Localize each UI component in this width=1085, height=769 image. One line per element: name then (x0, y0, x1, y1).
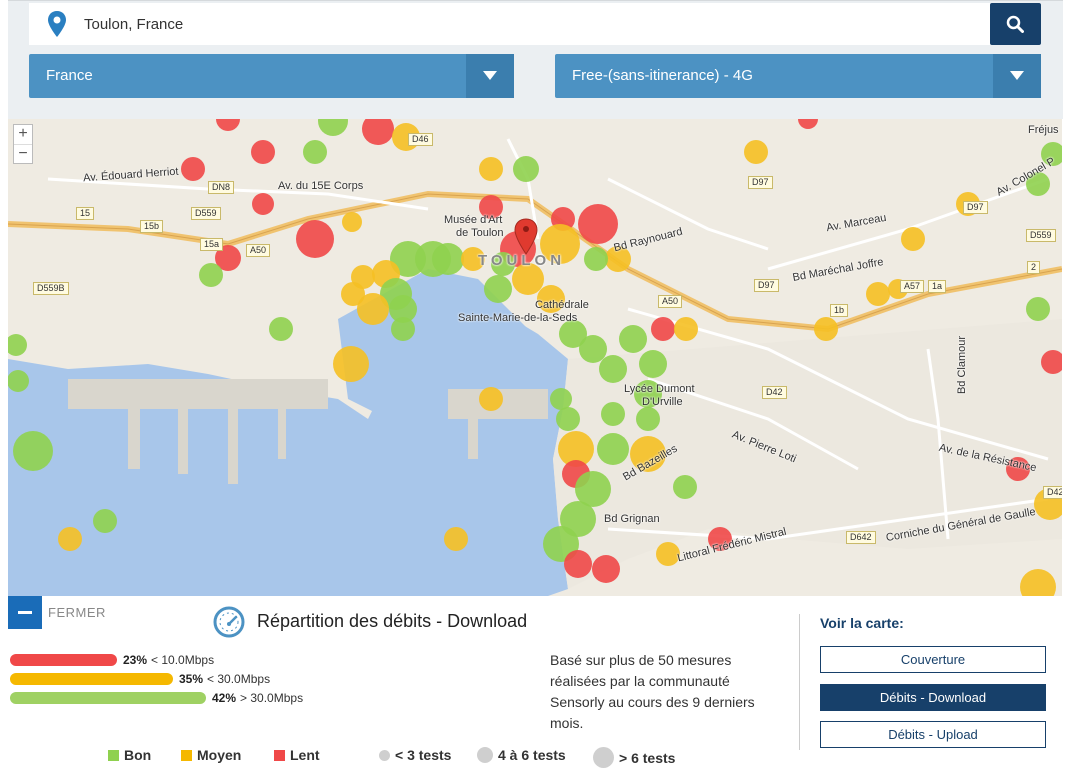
country-select[interactable]: France (29, 54, 514, 98)
map-label-bd-clamour: Bd Clamour (956, 335, 969, 395)
map-label-musee: Musée d'Art (444, 214, 503, 226)
road-tag-15a: 15a (200, 238, 224, 251)
road-tag-d97-3: D97 (754, 279, 779, 292)
operator-select-caret[interactable] (993, 54, 1041, 98)
legend-dot-medium (477, 747, 493, 763)
distribution-title: Répartition des débits - Download (257, 611, 528, 631)
legend-tests-small: < 3 tests (379, 747, 451, 763)
road-tag-d46: D46 (408, 133, 433, 146)
road-tag-d97-2: D97 (963, 201, 988, 214)
country-select-value: France (46, 67, 93, 84)
legend-moyen: Moyen (181, 747, 241, 763)
map-label-bd-grignan: Bd Grignan (604, 513, 660, 525)
map-label-lycee-2: D'Urville (642, 396, 683, 408)
road-tag-d97-1: D97 (748, 176, 773, 189)
road-tag-d559b: D559B (33, 282, 69, 295)
road-tag-d559: D559 (191, 207, 221, 220)
legend-bon-label: Bon (124, 747, 152, 763)
legend-lent: Lent (274, 747, 320, 763)
speed-bar-percent: 23% (123, 652, 148, 667)
country-select-caret[interactable] (466, 54, 514, 98)
legend-tests-medium: 4 à 6 tests (477, 747, 566, 763)
speed-bar-percent: 35% (179, 671, 204, 686)
speed-bar-threshold: < 30.0Mbps (207, 671, 271, 686)
map-label-musee-2: de Toulon (456, 227, 504, 239)
zoom-in-button[interactable]: + (18, 125, 28, 142)
search-input[interactable] (84, 3, 984, 45)
road-tag-dn8: DN8 (208, 181, 235, 194)
road-tag-d42-2: D42 (1043, 486, 1062, 499)
voir-la-carte-title: Voir la carte: (820, 615, 904, 631)
search-bar (29, 3, 1041, 45)
road-tag-15b: 15b (140, 220, 164, 233)
search-panel: France Free-(sans-itinerance) - 4G (8, 0, 1063, 119)
legend-tests-medium-label: 4 à 6 tests (498, 747, 566, 763)
map-pin-icon (48, 11, 66, 37)
map-label-city: TOULON (478, 252, 566, 269)
speed-bar-row: 42% > 30.0Mbps (10, 690, 303, 705)
road-tag-a50: A50 (246, 244, 271, 257)
legend-tests-small-label: < 3 tests (395, 747, 452, 763)
zoom-out-button[interactable]: − (14, 144, 32, 163)
map-canvas (8, 119, 1062, 596)
speedometer-icon (213, 606, 245, 638)
debits-upload-button[interactable]: Débits - Upload (820, 721, 1046, 748)
road-tag-a50-2: A50 (658, 295, 683, 308)
speed-bar-row: 23% < 10.0Mbps (10, 652, 214, 667)
search-button[interactable] (990, 3, 1041, 45)
road-tag-1a: 1a (928, 280, 947, 293)
legend-tests-large: > 6 tests (593, 747, 675, 768)
map-label-lycee: Lycée Dumont (624, 383, 695, 395)
speed-bar-percent: 42% (212, 690, 237, 705)
map-label-cathedrale: Cathédrale (535, 299, 589, 311)
legend-tests-large-label: > 6 tests (619, 749, 676, 766)
road-tag-2: 2 (1027, 261, 1041, 274)
speed-bar (10, 672, 173, 685)
chevron-down-icon (1010, 71, 1024, 80)
legend-bon-swatch (108, 749, 119, 761)
road-tag-d642: D642 (846, 531, 876, 544)
chevron-down-icon (483, 71, 497, 80)
collapse-button[interactable] (8, 596, 42, 629)
operator-select[interactable]: Free-(sans-itinerance) - 4G (555, 54, 1041, 98)
map-label-cathedrale-2: Sainte-Marie-de-la-Seds (458, 312, 578, 324)
speed-bar (10, 691, 206, 704)
zoom-control: + − (13, 124, 33, 164)
road-tag-15: 15 (76, 207, 95, 220)
road-tag-d42: D42 (762, 386, 787, 399)
debits-download-button[interactable]: Débits - Download (820, 684, 1046, 711)
map-label-frejus: Fréjus (1028, 124, 1059, 136)
close-panel[interactable]: FERMER (8, 596, 106, 629)
speed-bar-threshold: > 30.0Mbps (240, 690, 304, 705)
location-marker (514, 218, 538, 255)
legend-lent-label: Lent (290, 747, 320, 763)
legend-lent-swatch (274, 749, 285, 761)
couverture-button[interactable]: Couverture (820, 646, 1046, 673)
fermer-label[interactable]: FERMER (48, 605, 106, 620)
speed-bar-row: 35% < 30.0Mbps (10, 671, 270, 686)
legend-dot-small (379, 749, 390, 761)
divider (799, 614, 800, 750)
search-icon (1006, 15, 1024, 33)
speed-bar-threshold: < 10.0Mbps (151, 652, 215, 667)
speed-bar (10, 653, 117, 666)
legend-moyen-label: Moyen (197, 747, 242, 763)
road-tag-d559-2: D559 (1026, 229, 1056, 242)
map-label-av-15e: Av. du 15E Corps (278, 180, 364, 192)
map-view[interactable]: + − TOULON Musée d'Art de Toulon Cathédr… (8, 119, 1062, 596)
legend-moyen-swatch (181, 749, 192, 761)
road-tag-1b: 1b (830, 304, 849, 317)
operator-select-value: Free-(sans-itinerance) - 4G (572, 67, 753, 84)
legend-dot-large (593, 747, 614, 768)
description-text: Basé sur plus de 50 mesures réalisées pa… (550, 652, 755, 731)
road-tag-a57: A57 (900, 280, 925, 293)
legend-bon: Bon (108, 747, 151, 763)
